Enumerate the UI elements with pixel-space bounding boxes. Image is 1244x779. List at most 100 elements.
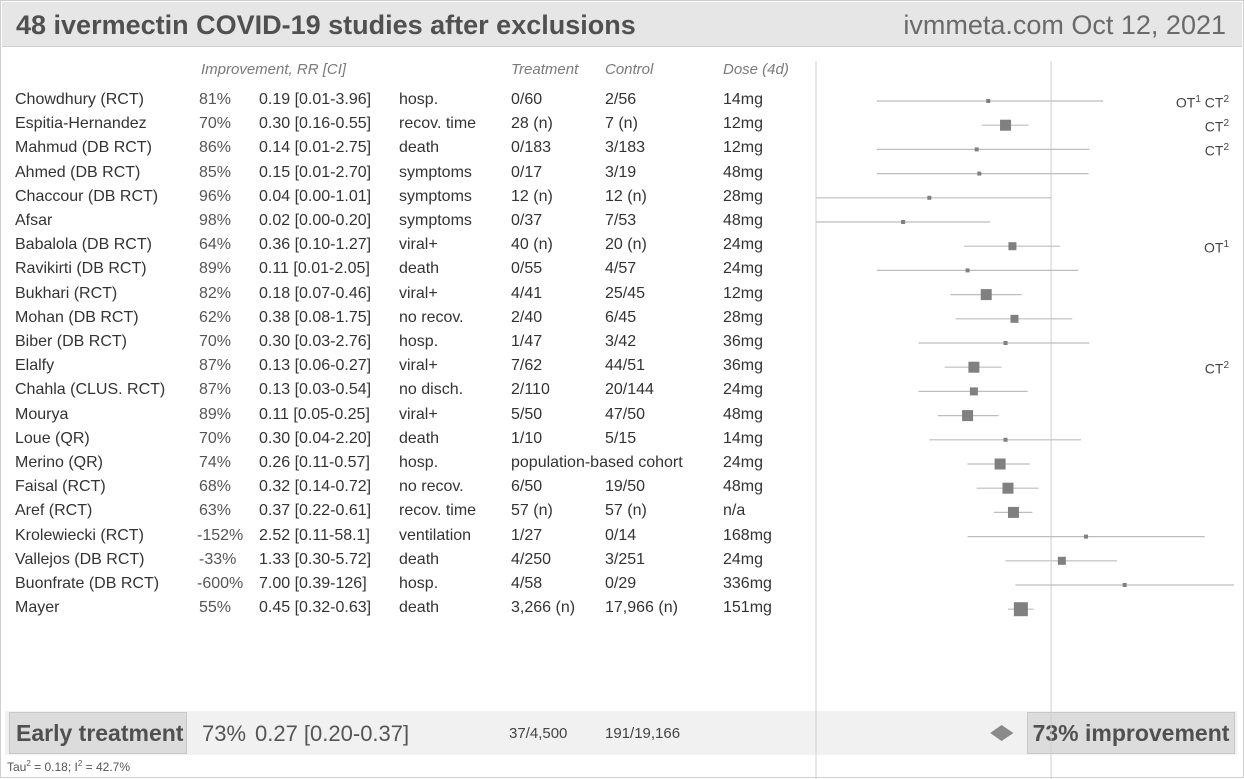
study-name: Mayer [15, 599, 60, 616]
treatment-count: 4/58 [511, 575, 543, 592]
study-name: Vallejos (DB RCT) [15, 551, 145, 568]
control-count: 6/45 [605, 309, 637, 326]
treatment-count: 4/41 [511, 285, 543, 302]
control-count: 19/50 [605, 478, 646, 495]
control-count: 2/56 [605, 91, 637, 108]
ot-marker: OT [1203, 239, 1224, 256]
control-count: 47/50 [605, 406, 646, 423]
dose: 12mg [723, 285, 764, 302]
outcome: hosp. [399, 575, 439, 592]
improvement-pct: 74% [199, 454, 232, 471]
ct-footnote-number: 2 [1223, 94, 1229, 105]
footnote-markers: CT2 [1205, 139, 1229, 160]
outcome: death [399, 430, 440, 447]
column-header-control: Control [605, 61, 654, 78]
treatment-count: 1/27 [511, 527, 543, 544]
outcome: viral+ [399, 406, 438, 423]
study-name: Merino (QR) [15, 454, 104, 471]
study-name: Afsar [15, 212, 53, 229]
control-count: 3/183 [605, 139, 646, 156]
outcome: symptoms [399, 188, 472, 205]
control-count: 4/57 [605, 260, 637, 277]
point-estimate-marker [1057, 556, 1066, 565]
improvement-pct: 63% [199, 502, 232, 519]
point-estimate-marker [962, 410, 974, 422]
ct-marker: CT [1204, 94, 1224, 111]
rr-ci: 0.32 [0.14-0.72] [259, 478, 372, 495]
study-name: Chaccour (DB RCT) [15, 188, 159, 205]
i-exponent: 2 [77, 759, 83, 768]
outcome: death [399, 139, 440, 156]
treatment-count: 1/10 [511, 430, 543, 447]
tau-label: Tau [7, 760, 27, 774]
treatment-count: 57 (n) [511, 502, 553, 519]
dose: 24mg [723, 381, 764, 398]
study-name: Loue (QR) [15, 430, 90, 447]
treatment-count: 0/55 [511, 260, 543, 277]
dose: 36mg [723, 357, 764, 374]
rr-ci: 0.30 [0.04-2.20] [259, 430, 372, 447]
study-name: Babalola (DB RCT) [15, 236, 152, 253]
treatment-count: 6/50 [511, 478, 543, 495]
dose: 24mg [723, 236, 764, 253]
title-bar: 48 ivermectin COVID-19 studies after exc… [2, 2, 1242, 47]
point-estimate-marker [965, 268, 970, 273]
improvement-pct: 64% [199, 236, 232, 253]
improvement-pct: 85% [199, 164, 232, 181]
ct-footnote-number: 2 [1223, 118, 1229, 129]
control-count: 44/51 [605, 357, 646, 374]
ot-marker: OT [1175, 94, 1196, 111]
rr-ci: 2.52 [0.11-58.1] [259, 527, 370, 544]
dose: 24mg [723, 551, 764, 568]
outcome: no recov. [399, 309, 464, 326]
improvement-pct: 55% [199, 599, 232, 616]
point-estimate-marker [927, 195, 932, 200]
dose: 12mg [723, 115, 764, 132]
point-estimate-marker [980, 289, 992, 301]
dose: 151mg [723, 599, 772, 616]
treatment-count: 0/17 [511, 164, 543, 181]
control-count: 20 (n) [605, 236, 647, 253]
point-estimate-marker [1007, 506, 1019, 518]
improvement-pct: 87% [199, 381, 232, 398]
point-estimate-marker [1010, 314, 1019, 323]
dose: 36mg [723, 333, 764, 350]
outcome: ventilation [399, 527, 472, 544]
rr-ci: 0.36 [0.10-1.27] [259, 236, 372, 253]
improvement-pct: 82% [199, 285, 232, 302]
control-count: 0/29 [605, 575, 637, 592]
rr-ci: 7.00 [0.39-126] [259, 575, 367, 592]
rr-ci: 0.13 [0.03-0.54] [259, 381, 372, 398]
outcome: death [399, 260, 440, 277]
dose: 48mg [723, 164, 764, 181]
tau-exponent: 2 [26, 759, 31, 768]
outcome: death [399, 599, 440, 616]
point-estimate-marker [1002, 482, 1014, 494]
outcome: viral+ [399, 285, 438, 302]
outcome: symptoms [399, 164, 472, 181]
point-estimate-marker [974, 147, 979, 152]
footnote-markers: CT2 [1205, 115, 1229, 136]
dose: n/a [723, 502, 746, 519]
control-count: 5/15 [605, 430, 637, 447]
outcome: hosp. [399, 454, 439, 471]
treatment-count: 28 (n) [511, 115, 553, 132]
outcome: viral+ [399, 357, 438, 374]
rr-ci: 0.04 [0.00-1.01] [259, 188, 372, 205]
dose: 48mg [723, 406, 764, 423]
control-count: 12 (n) [605, 188, 647, 205]
treatment-count: 1/47 [511, 333, 543, 350]
improvement-pct: -33% [199, 551, 237, 568]
improvement-pct: 68% [199, 478, 232, 495]
rr-ci: 0.11 [0.05-0.25] [259, 406, 370, 423]
study-name: Espitia-Hernandez [15, 115, 147, 132]
heterogeneity-stats: Tau2 = 0.18; I2 = 42.7% [7, 759, 130, 774]
summary-diamond [990, 725, 1014, 741]
summary-label: Early treatment [9, 712, 187, 754]
i-value: = 42.7% [82, 760, 131, 774]
dose: 28mg [723, 309, 764, 326]
point-estimate-marker [968, 361, 980, 373]
dose: 14mg [723, 430, 764, 447]
rr-ci: 0.26 [0.11-0.57] [259, 454, 370, 471]
